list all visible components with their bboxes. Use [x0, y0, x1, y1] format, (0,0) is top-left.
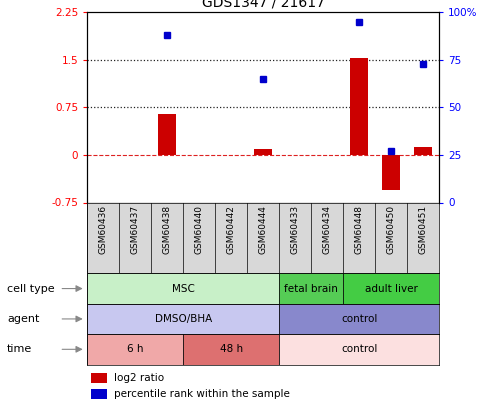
- Text: DMSO/BHA: DMSO/BHA: [155, 314, 212, 324]
- Text: GSM60448: GSM60448: [355, 205, 364, 254]
- Text: GSM60433: GSM60433: [291, 205, 300, 254]
- Bar: [254, 149, 272, 155]
- Text: control: control: [341, 344, 377, 354]
- Bar: [183, 334, 279, 364]
- Text: GSM60450: GSM60450: [387, 205, 396, 254]
- Title: GDS1347 / 21617: GDS1347 / 21617: [202, 0, 325, 10]
- Text: GSM60437: GSM60437: [131, 205, 140, 254]
- Bar: [159, 114, 176, 155]
- Bar: [87, 334, 183, 364]
- Bar: [279, 334, 439, 364]
- Text: GSM60442: GSM60442: [227, 205, 236, 254]
- Text: GSM60438: GSM60438: [163, 205, 172, 254]
- Bar: [279, 273, 343, 304]
- Bar: [279, 304, 439, 334]
- Text: MSC: MSC: [172, 284, 195, 294]
- Text: control: control: [341, 314, 377, 324]
- Bar: [91, 373, 107, 383]
- Text: log2 ratio: log2 ratio: [114, 373, 164, 383]
- Text: GSM60444: GSM60444: [258, 205, 268, 254]
- Text: adult liver: adult liver: [365, 284, 418, 294]
- Text: 48 h: 48 h: [220, 344, 243, 354]
- Text: agent: agent: [7, 314, 39, 324]
- Text: GSM60451: GSM60451: [419, 205, 428, 254]
- Bar: [414, 147, 432, 155]
- Bar: [87, 304, 279, 334]
- Text: time: time: [7, 344, 32, 354]
- Text: GSM60440: GSM60440: [195, 205, 204, 254]
- Text: GSM60436: GSM60436: [99, 205, 108, 254]
- Text: 6 h: 6 h: [127, 344, 144, 354]
- Bar: [382, 155, 400, 190]
- Text: fetal brain: fetal brain: [284, 284, 338, 294]
- Text: cell type: cell type: [7, 284, 54, 294]
- Bar: [87, 273, 279, 304]
- Text: percentile rank within the sample: percentile rank within the sample: [114, 389, 289, 399]
- Bar: [91, 389, 107, 399]
- Bar: [343, 273, 439, 304]
- Bar: [350, 58, 368, 155]
- Text: GSM60434: GSM60434: [323, 205, 332, 254]
